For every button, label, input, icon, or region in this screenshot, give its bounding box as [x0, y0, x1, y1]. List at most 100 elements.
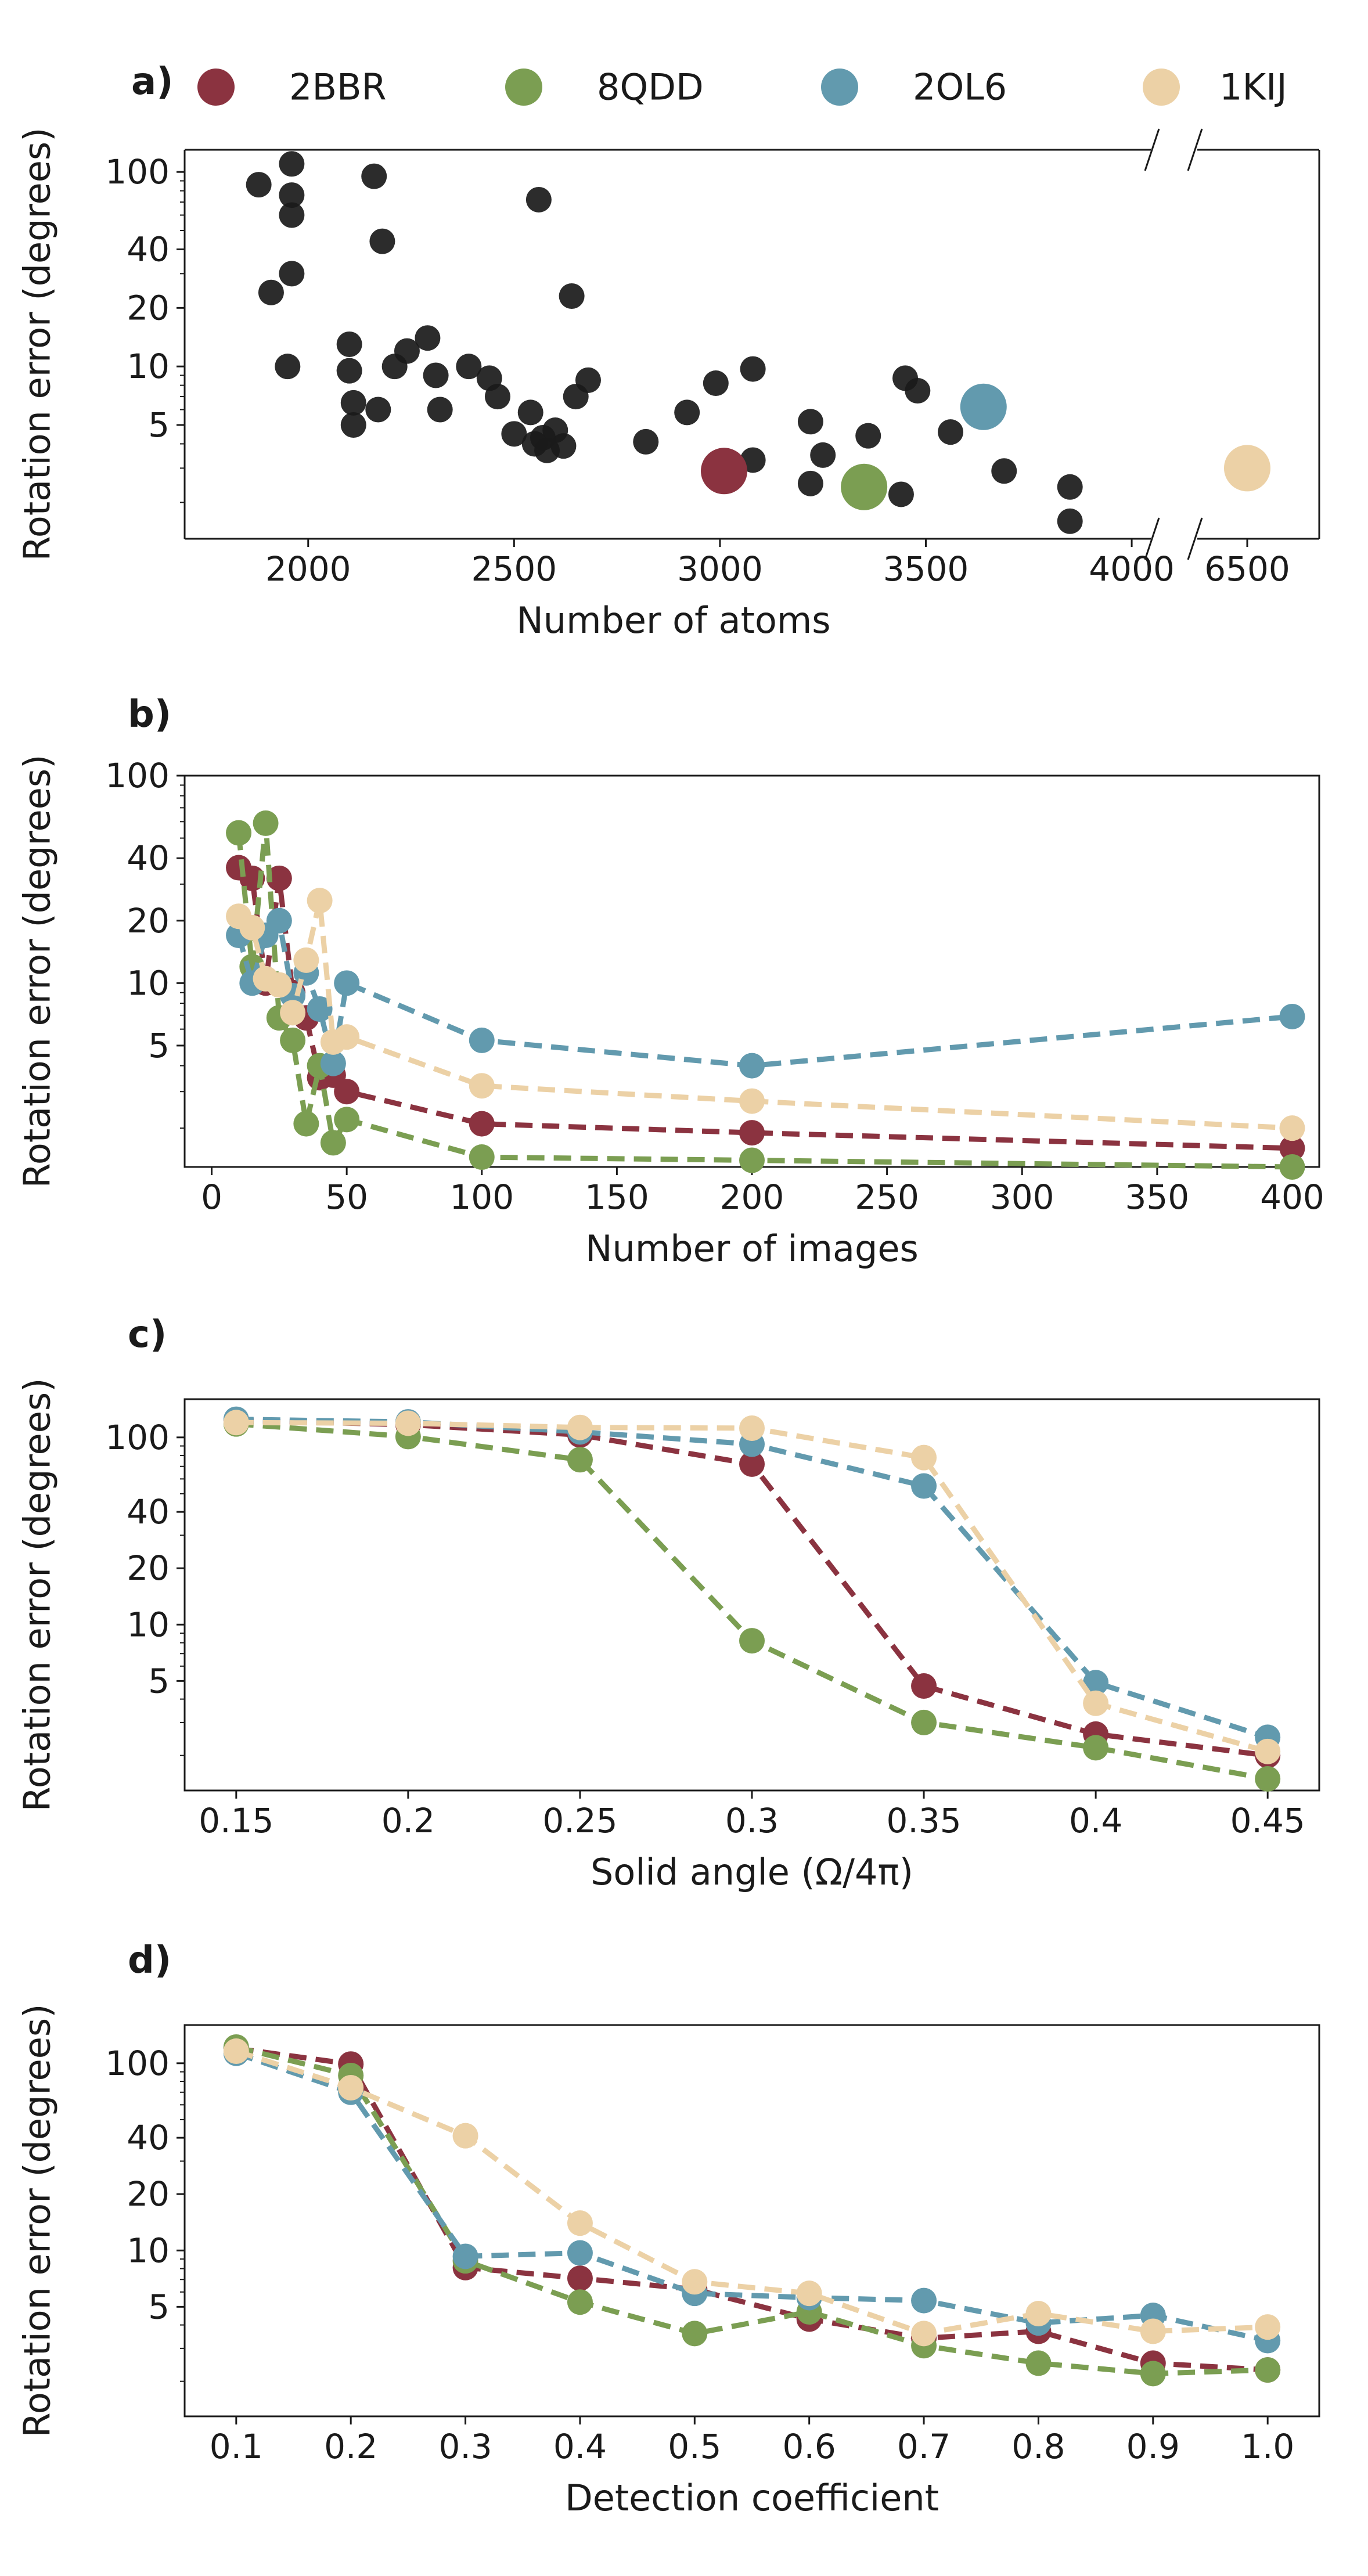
panel-d-point-8qdd: [1255, 2357, 1281, 2383]
panel-a-background-point: [336, 358, 362, 384]
panel-a-background-point: [456, 354, 482, 380]
panel-a-ylabel: Rotation error (degrees): [16, 128, 59, 561]
panel-b-y-tick-label: 40: [127, 838, 170, 878]
panel-b-point-1kij: [266, 972, 292, 998]
panel-a-background-point: [575, 367, 601, 393]
panel-d-x-tick-label: 0.7: [897, 2427, 951, 2466]
panel-a-axis-break-mark: [1144, 517, 1160, 560]
panel-a-background-point: [369, 228, 395, 254]
panel-a-background-point: [501, 421, 527, 447]
panel-c-point-8qdd: [1083, 1735, 1109, 1761]
panel-b-point-2ol6: [266, 907, 292, 934]
panel-c-point-1kij: [911, 1444, 937, 1471]
panel-b-x-tick-label: 50: [325, 1177, 368, 1217]
panel-d-x-tick-label: 0.1: [210, 2427, 263, 2466]
panel-a-y-tick-label: 20: [127, 288, 170, 327]
panel-d-point-1kij: [1025, 2301, 1052, 2327]
panel-b-y-tick-label: 10: [127, 963, 170, 1003]
panel-a-x-tick-label: 6500: [1204, 549, 1290, 589]
panel-d-point-8qdd: [567, 2289, 593, 2315]
panel-d-x-tick-label: 0.2: [324, 2427, 377, 2466]
panel-a-background-point: [855, 423, 881, 449]
panel-a-background-point: [1057, 474, 1083, 500]
panel-b-point-1kij: [739, 1088, 765, 1114]
panel-b-point-1kij: [280, 1000, 306, 1026]
panel-b-point-8qdd: [469, 1144, 495, 1170]
panel-b-point-8qdd: [280, 1027, 306, 1053]
panel-d-point-8qdd: [1140, 2361, 1166, 2387]
panel-c-y-tick-label: 20: [127, 1548, 170, 1588]
panel-a-background-point: [361, 163, 387, 189]
panel-a-background-point: [394, 338, 420, 364]
panel-d-series-line-2ol6: [235, 2051, 1269, 2343]
panel-c-ylabel: Rotation error (degrees): [16, 1378, 59, 1812]
panel-a-x-tick-label: 4000: [1089, 549, 1175, 589]
panel-a-background-point: [674, 399, 700, 426]
panel-a-xlabel: Number of atoms: [516, 599, 830, 642]
panel-b-point-1kij: [334, 1024, 360, 1050]
panel-c-point-2ol6: [1083, 1670, 1109, 1696]
panel-a-label: a): [131, 60, 173, 103]
panel-d: d) 0.1 0.2 0.3 0.4 0.5 0.6 0.7 0.8 0.9 1.0 Detecti…: [16, 1939, 1320, 2519]
panel-d-series-line-1kij: [235, 2048, 1268, 2337]
panel-b-point-8qdd: [739, 1147, 765, 1173]
panel-c-x-tick-label: 0.4: [1069, 1801, 1122, 1840]
panel-d-point-2bbr: [567, 2265, 593, 2292]
panel-a-background-point: [740, 356, 766, 382]
panel-d-ylabel: Rotation error (degrees): [16, 2004, 59, 2438]
panel-a-background-point: [517, 399, 543, 426]
panel-b-point-2ol6: [334, 970, 360, 996]
panel-b-y-tick-label: 5: [148, 1026, 170, 1065]
panel-c-x-tick-label: 0.25: [542, 1801, 617, 1840]
legend-marker-8qdd: [505, 69, 542, 106]
panel-b-x-tick-label: 150: [585, 1177, 649, 1217]
panel-b-label: b): [128, 693, 171, 736]
legend-label-8qdd: 8QDD: [597, 66, 704, 109]
panel-a-background-point: [888, 481, 914, 507]
panel-d-y-tick-label: 40: [127, 2118, 170, 2157]
panel-b-point-2ol6: [739, 1053, 765, 1079]
panel-b-point-2ol6: [320, 1050, 346, 1076]
panel-a-background-point: [810, 442, 836, 468]
panel-c-x-tick-label: 0.15: [199, 1801, 273, 1840]
panel-b-x-tick-label: 300: [990, 1177, 1054, 1217]
panel-b-x-tick-label: 0: [201, 1177, 222, 1217]
panel-a-point-2ol6: [960, 383, 1007, 430]
panel-c-x-tick-label: 0.35: [886, 1801, 961, 1840]
panel-a-background-point: [246, 172, 272, 198]
panel-a-background-point: [415, 325, 441, 351]
panel-d-point-2ol6: [567, 2240, 593, 2266]
panel-d-x-tick-label: 0.9: [1126, 2427, 1180, 2466]
panel-c-point-8qdd: [739, 1628, 765, 1654]
panel-b-x-tick-label: 100: [449, 1177, 514, 1217]
panel-b-point-1kij: [293, 947, 319, 973]
panel-c-point-1kij: [567, 1414, 593, 1440]
legend-label-1kij: 1KIJ: [1219, 66, 1287, 109]
panel-d-x-tick-label: 0.3: [438, 2427, 492, 2466]
panel-a-background-point: [797, 470, 823, 496]
panel-a-background-point: [427, 397, 453, 423]
panel-b-y-tick-label: 100: [105, 756, 170, 795]
panel-b-point-2ol6: [307, 996, 333, 1022]
panel-a-background-point: [938, 419, 964, 445]
panel-b-point-8qdd: [226, 820, 252, 846]
panel-b-point-8qdd: [293, 1111, 319, 1137]
panel-b-point-2ol6: [1279, 1003, 1305, 1029]
panel-c-y-tick-label: 40: [127, 1492, 170, 1532]
panel-d-label: d): [128, 1939, 171, 1982]
panel-a-background-point: [905, 378, 931, 404]
panel-d-point-2ol6: [911, 2287, 937, 2314]
panel-d-point-2ol6: [452, 2243, 478, 2269]
panel-d-point-1kij: [796, 2280, 822, 2307]
panel-c-point-1kij: [1255, 1738, 1281, 1764]
panel-b: b) 0 50 100 150 200 250 300 350 400 Number of ima…: [16, 693, 1324, 1270]
panel-a-background-point: [258, 279, 284, 305]
panel-d-point-8qdd: [682, 2321, 708, 2347]
panel-d-x-tick-label: 1.0: [1241, 2427, 1294, 2466]
panel-a-background-point: [275, 354, 301, 380]
panel-d-frame: [183, 2024, 1320, 2418]
panel-b-point-8qdd: [320, 1130, 346, 1156]
panel-d-point-8qdd: [1025, 2350, 1052, 2376]
panel-a-background-point: [340, 390, 366, 416]
